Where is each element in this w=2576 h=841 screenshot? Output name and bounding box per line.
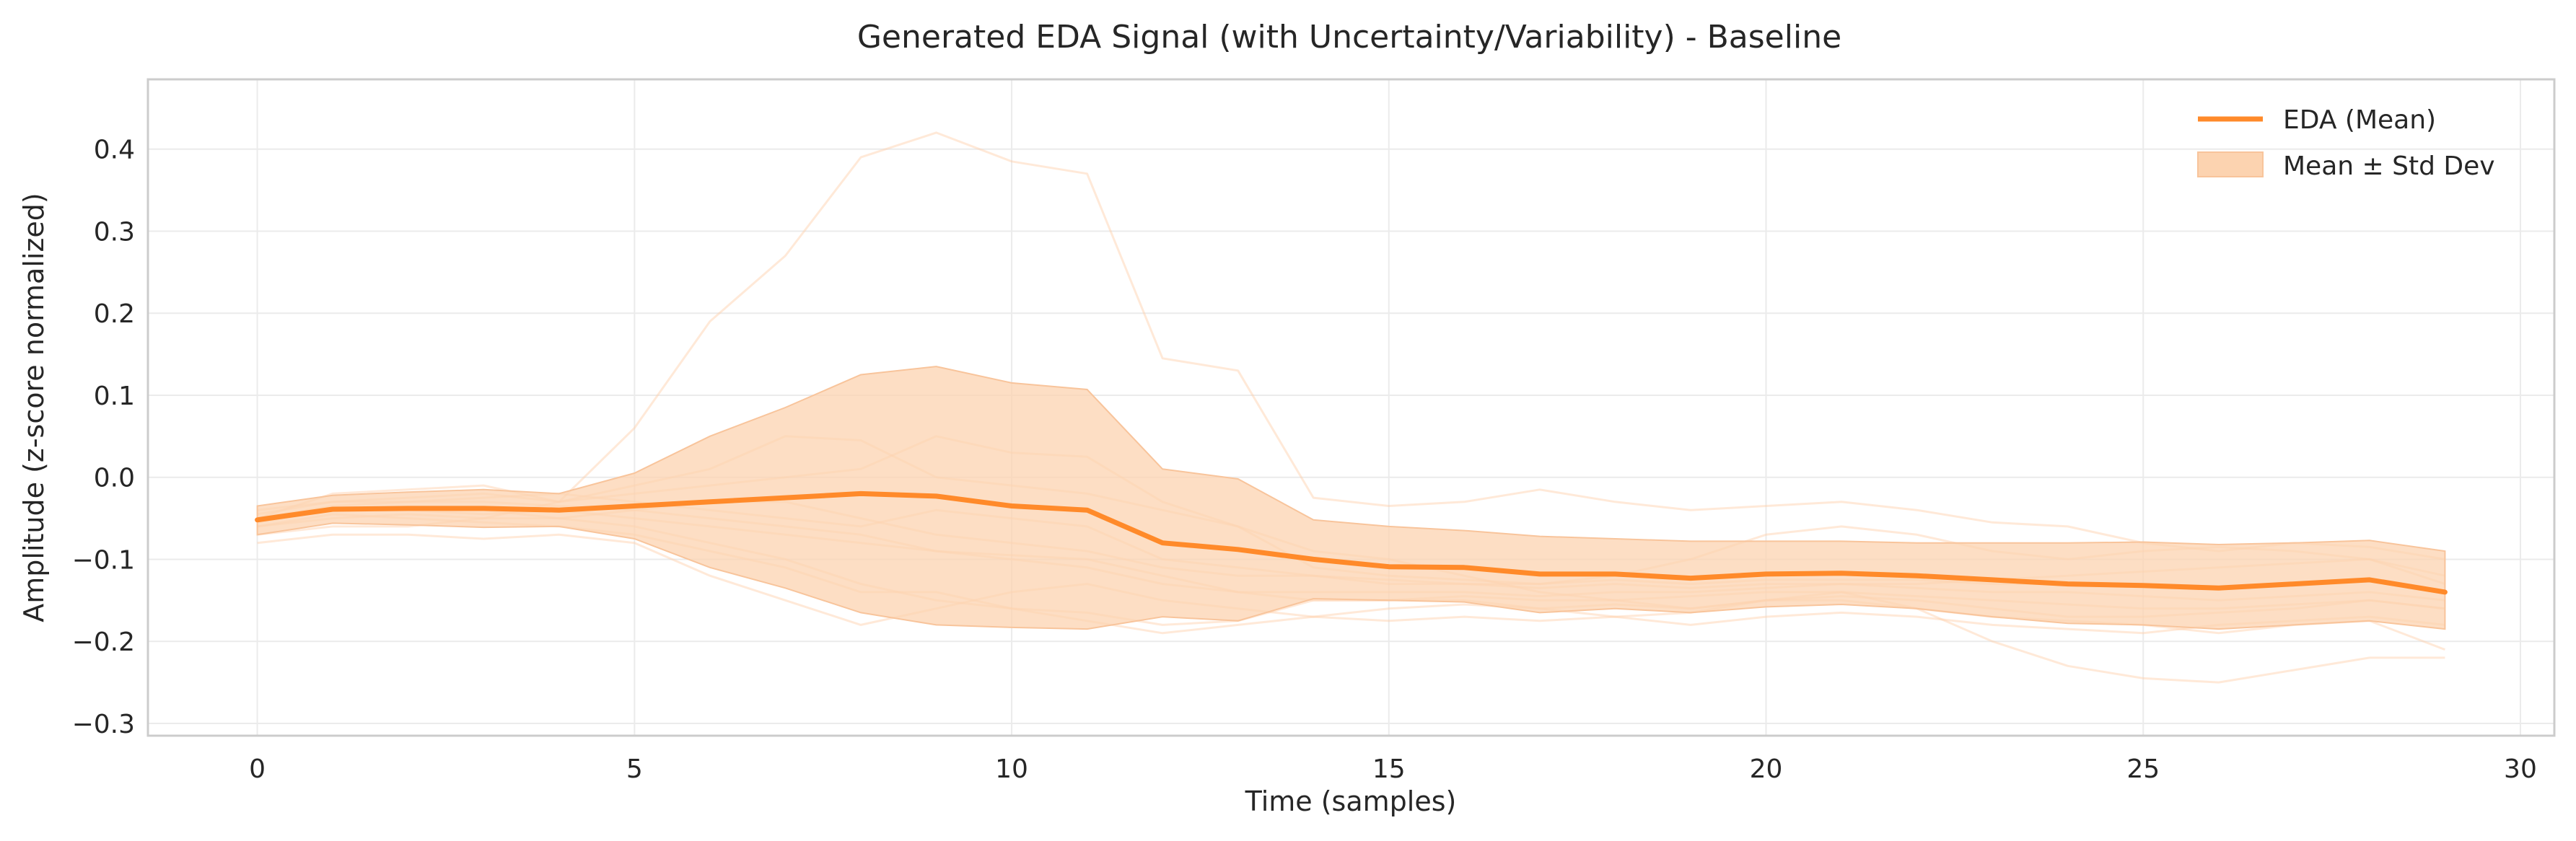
y-tick-label: 0.4 xyxy=(94,136,135,165)
x-tick-label: 10 xyxy=(995,754,1028,784)
mean-line xyxy=(255,490,2448,595)
y-axis-label: Amplitude (z-score normalized) xyxy=(18,193,50,622)
legend-band-label: Mean ± Std Dev xyxy=(2283,151,2495,181)
x-tick-label: 20 xyxy=(1750,754,1783,784)
y-tick-label: 0.2 xyxy=(94,299,135,329)
x-tick-label: 25 xyxy=(2126,754,2160,784)
std-dev-band xyxy=(256,366,2446,630)
y-tick-label: −0.3 xyxy=(72,710,135,739)
y-tick-label: −0.1 xyxy=(72,545,135,575)
plot-frame xyxy=(146,78,2556,737)
plot-background xyxy=(148,79,2554,736)
x-tick-label: 15 xyxy=(1372,754,1406,784)
chart-title: Generated EDA Signal (with Uncertainty/V… xyxy=(857,19,1841,56)
x-tick-label: 30 xyxy=(2504,754,2537,784)
plot-area xyxy=(146,78,2556,737)
legend-band-swatch xyxy=(2197,151,2264,177)
sample-line xyxy=(257,131,2445,560)
y-tick-label: 0.3 xyxy=(94,217,135,247)
x-tick-label: 5 xyxy=(626,754,643,784)
legend: EDA (Mean) Mean ± Std Dev xyxy=(2197,105,2495,181)
y-axis-ticks: −0.3 −0.2 −0.1 0.0 0.1 0.2 0.3 0.4 xyxy=(72,136,135,739)
legend-mean-label: EDA (Mean) xyxy=(2283,105,2436,135)
x-axis-ticks: 0 5 10 15 20 25 30 xyxy=(249,754,2537,784)
y-tick-label: 0.1 xyxy=(94,382,135,411)
x-axis-label: Time (samples) xyxy=(1245,785,1457,817)
x-tick-label: 0 xyxy=(249,754,266,784)
y-tick-label: 0.0 xyxy=(94,464,135,493)
y-tick-label: −0.2 xyxy=(72,628,135,657)
